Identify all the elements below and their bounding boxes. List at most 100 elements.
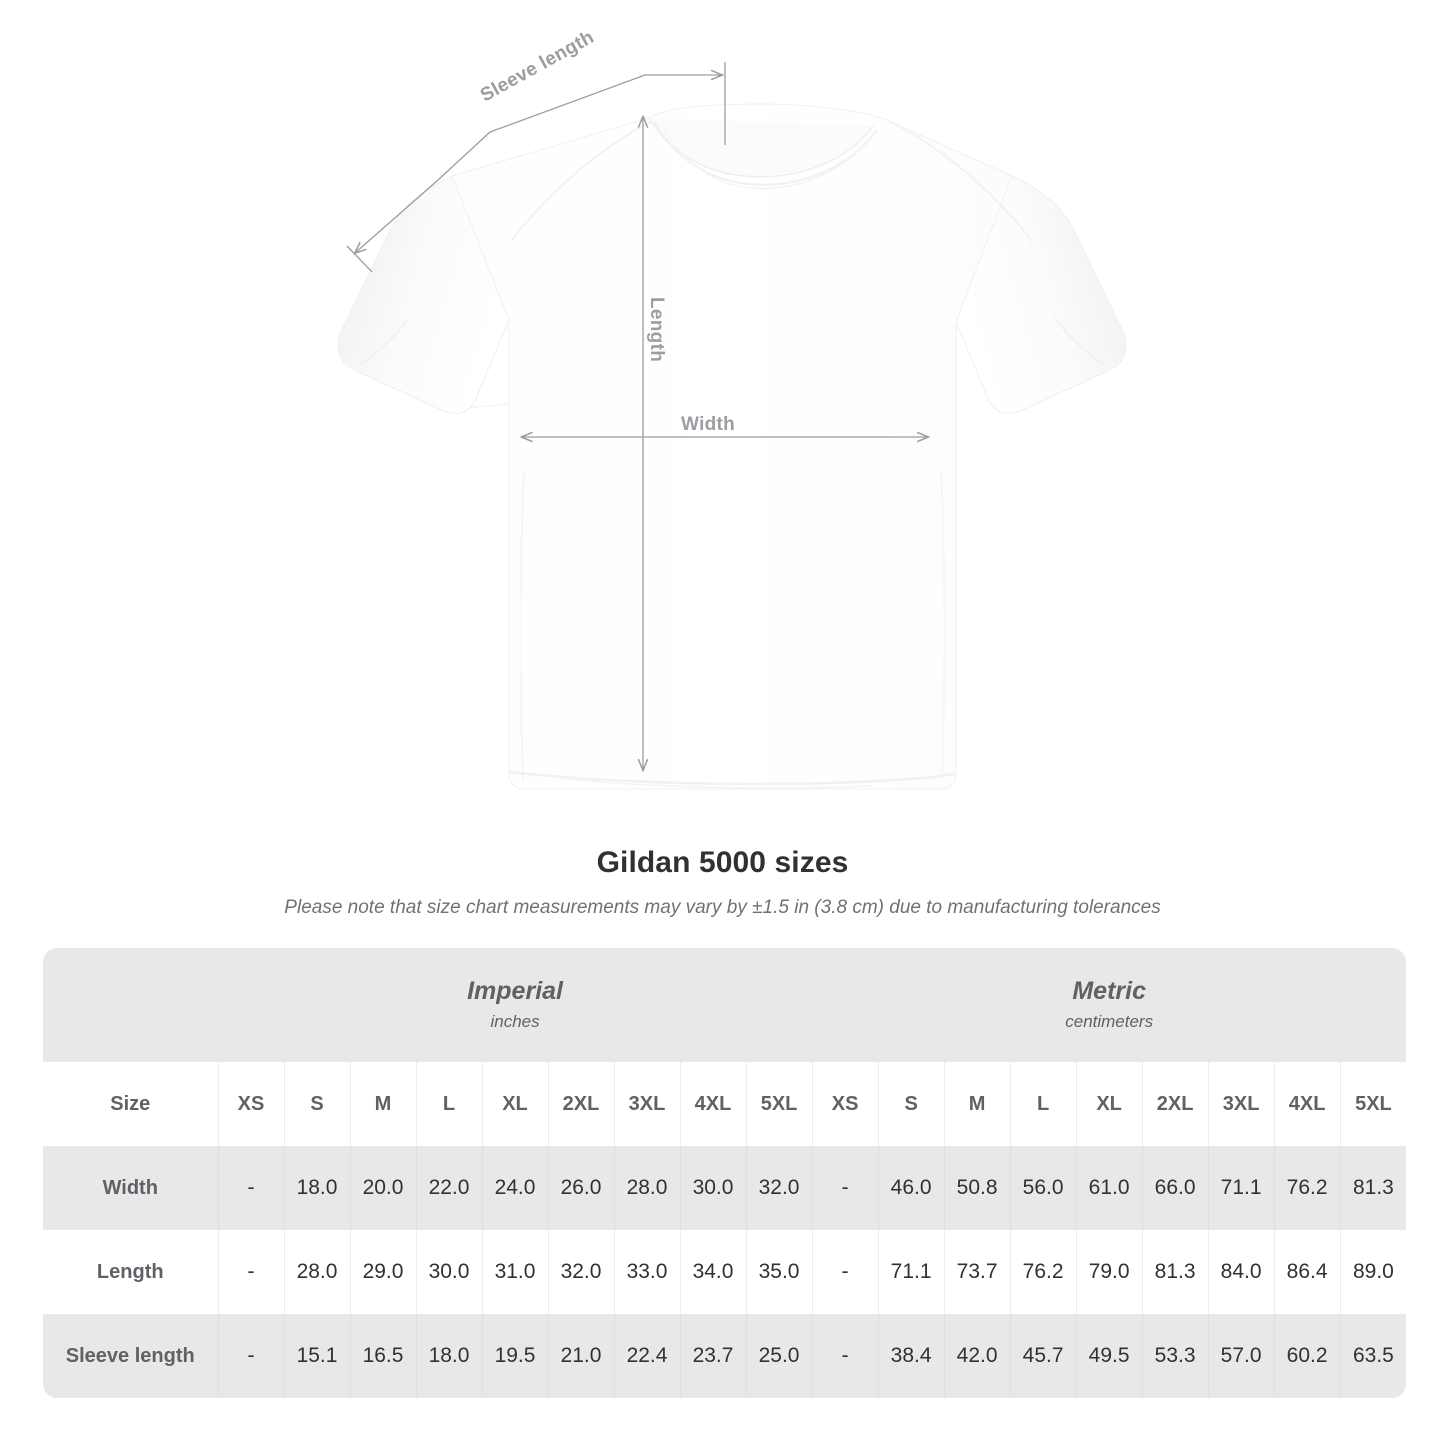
size-header-cell: 5XL <box>746 1062 813 1146</box>
measurement-value: 15.1 <box>284 1314 351 1398</box>
unit-name: Imperial <box>467 976 563 1005</box>
size-header-cell: S <box>878 1062 945 1146</box>
measurement-value: - <box>812 1146 879 1230</box>
measurement-value: 63.5 <box>1340 1314 1407 1398</box>
measurement-value: 23.7 <box>680 1314 747 1398</box>
measurement-value: 28.0 <box>614 1146 681 1230</box>
measurement-value: 76.2 <box>1274 1146 1341 1230</box>
measurement-value: 35.0 <box>746 1230 813 1314</box>
size-header-cell: XS <box>218 1062 285 1146</box>
size-row-header: Size <box>43 1062 219 1146</box>
unit-header-metric: Metric centimeters <box>812 948 1407 1062</box>
sleeve-hem-tick <box>346 245 373 273</box>
measurement-value: 33.0 <box>614 1230 681 1314</box>
measurement-value: 16.5 <box>350 1314 417 1398</box>
size-header-cell: S <box>284 1062 351 1146</box>
size-header-cell: XS <box>812 1062 879 1146</box>
measurement-value: 60.2 <box>1274 1314 1341 1398</box>
measurement-value: 49.5 <box>1076 1314 1143 1398</box>
unit-band-row: Imperial inches Metric centimeters <box>43 948 1407 1062</box>
measurement-value: 53.3 <box>1142 1314 1209 1398</box>
size-header-cell: M <box>944 1062 1011 1146</box>
unit-subtitle: inches <box>490 1012 540 1032</box>
unit-header-imperial: Imperial inches <box>218 948 813 1062</box>
measurement-value: 61.0 <box>1076 1146 1143 1230</box>
measurement-value: 28.0 <box>284 1230 351 1314</box>
measurement-value: 32.0 <box>746 1146 813 1230</box>
size-table-container: Imperial inches Metric centimeters Size XS S M L… <box>43 948 1407 1398</box>
measurement-value: 32.0 <box>548 1230 615 1314</box>
measurement-value: 76.2 <box>1010 1230 1077 1314</box>
size-header-cell: 5XL <box>1340 1062 1407 1146</box>
measurement-value: 18.0 <box>284 1146 351 1230</box>
tshirt-shape <box>337 103 1127 790</box>
tolerance-note: Please note that size chart measurements… <box>284 897 1161 918</box>
measurement-value: 34.0 <box>680 1230 747 1314</box>
measurement-value: 84.0 <box>1208 1230 1275 1314</box>
measurement-value: 22.4 <box>614 1314 681 1398</box>
size-header-cell: L <box>1010 1062 1077 1146</box>
size-header-cell: 2XL <box>1142 1062 1209 1146</box>
measurement-value: 25.0 <box>746 1314 813 1398</box>
measurement-value: 30.0 <box>680 1146 747 1230</box>
measurement-label: Length <box>43 1230 219 1314</box>
measurement-value: 81.3 <box>1340 1146 1407 1230</box>
chart-heading: Gildan 5000 sizes Please note that size … <box>0 846 1445 919</box>
size-header-cell: XL <box>482 1062 549 1146</box>
size-header-cell: 3XL <box>1208 1062 1275 1146</box>
measurement-value: 45.7 <box>1010 1314 1077 1398</box>
measurement-value: 56.0 <box>1010 1146 1077 1230</box>
measurement-label: Width <box>43 1146 219 1230</box>
size-header-cell: 4XL <box>1274 1062 1341 1146</box>
size-chart-table: Imperial inches Metric centimeters Size XS S M L… <box>43 948 1407 1398</box>
page-title: Gildan 5000 sizes <box>596 846 849 879</box>
table-row: Length -28.0 29.0 30.0 31.0 32.0 33.0 34.0 35.0-… <box>43 1230 1407 1314</box>
measurement-value: 86.4 <box>1274 1230 1341 1314</box>
measurement-value: - <box>812 1230 879 1314</box>
measurement-value: 46.0 <box>878 1146 945 1230</box>
measurement-value: 73.7 <box>944 1230 1011 1314</box>
measurement-value: - <box>218 1230 285 1314</box>
unit-subtitle: centimeters <box>1065 1012 1154 1032</box>
length-label: Length <box>646 297 667 363</box>
measurement-value: 26.0 <box>548 1146 615 1230</box>
size-header-cell: 2XL <box>548 1062 615 1146</box>
measurement-value: - <box>218 1146 285 1230</box>
sleeve-arrow <box>353 179 439 255</box>
measurement-value: 38.4 <box>878 1314 945 1398</box>
measurement-value: 21.0 <box>548 1314 615 1398</box>
size-header-cell: XL <box>1076 1062 1143 1146</box>
measurement-value: 66.0 <box>1142 1146 1209 1230</box>
size-header-cell: L <box>416 1062 483 1146</box>
size-header-cell: 4XL <box>680 1062 747 1146</box>
unit-band-corner <box>43 948 218 1062</box>
measurement-value: 42.0 <box>944 1314 1011 1398</box>
measurement-value: 22.0 <box>416 1146 483 1230</box>
measurement-value: 71.1 <box>1208 1146 1275 1230</box>
measurement-value: 50.8 <box>944 1146 1011 1230</box>
size-header-cell: M <box>350 1062 417 1146</box>
measurement-guides <box>346 62 928 770</box>
measurement-value: 31.0 <box>482 1230 549 1314</box>
tshirt-illustration: Sleeve length Length Width <box>337 27 1127 790</box>
measurement-value: 30.0 <box>416 1230 483 1314</box>
measurement-value: 57.0 <box>1208 1314 1275 1398</box>
measurement-value: 79.0 <box>1076 1230 1143 1314</box>
measurement-value: 29.0 <box>350 1230 417 1314</box>
size-header-row: Size XS S M L XL 2XL 3XL 4XL 5XL XS S M L XL 2XL 3XL 4XL 5… <box>43 1062 1407 1146</box>
measurement-value: 24.0 <box>482 1146 549 1230</box>
measurement-value: - <box>812 1314 879 1398</box>
measurement-value: 20.0 <box>350 1146 417 1230</box>
measurement-value: 19.5 <box>482 1314 549 1398</box>
table-row: Sleeve length - 15.1 16.5 18.0 19.5 21.0 22.4 23… <box>43 1314 1407 1398</box>
unit-name: Metric <box>1072 976 1146 1005</box>
table-row: Width -18.0 20.0 22.0 24.0 26.0 28.0 30.0 32.0-4… <box>43 1146 1407 1230</box>
sleeve-guide-top <box>489 74 646 133</box>
size-header-cell: 3XL <box>614 1062 681 1146</box>
measurement-value: 89.0 <box>1340 1230 1407 1314</box>
measurement-value: 18.0 <box>416 1314 483 1398</box>
measurement-value: 81.3 <box>1142 1230 1209 1314</box>
width-label: Width <box>681 414 736 435</box>
measurement-label: Sleeve length <box>43 1314 219 1398</box>
